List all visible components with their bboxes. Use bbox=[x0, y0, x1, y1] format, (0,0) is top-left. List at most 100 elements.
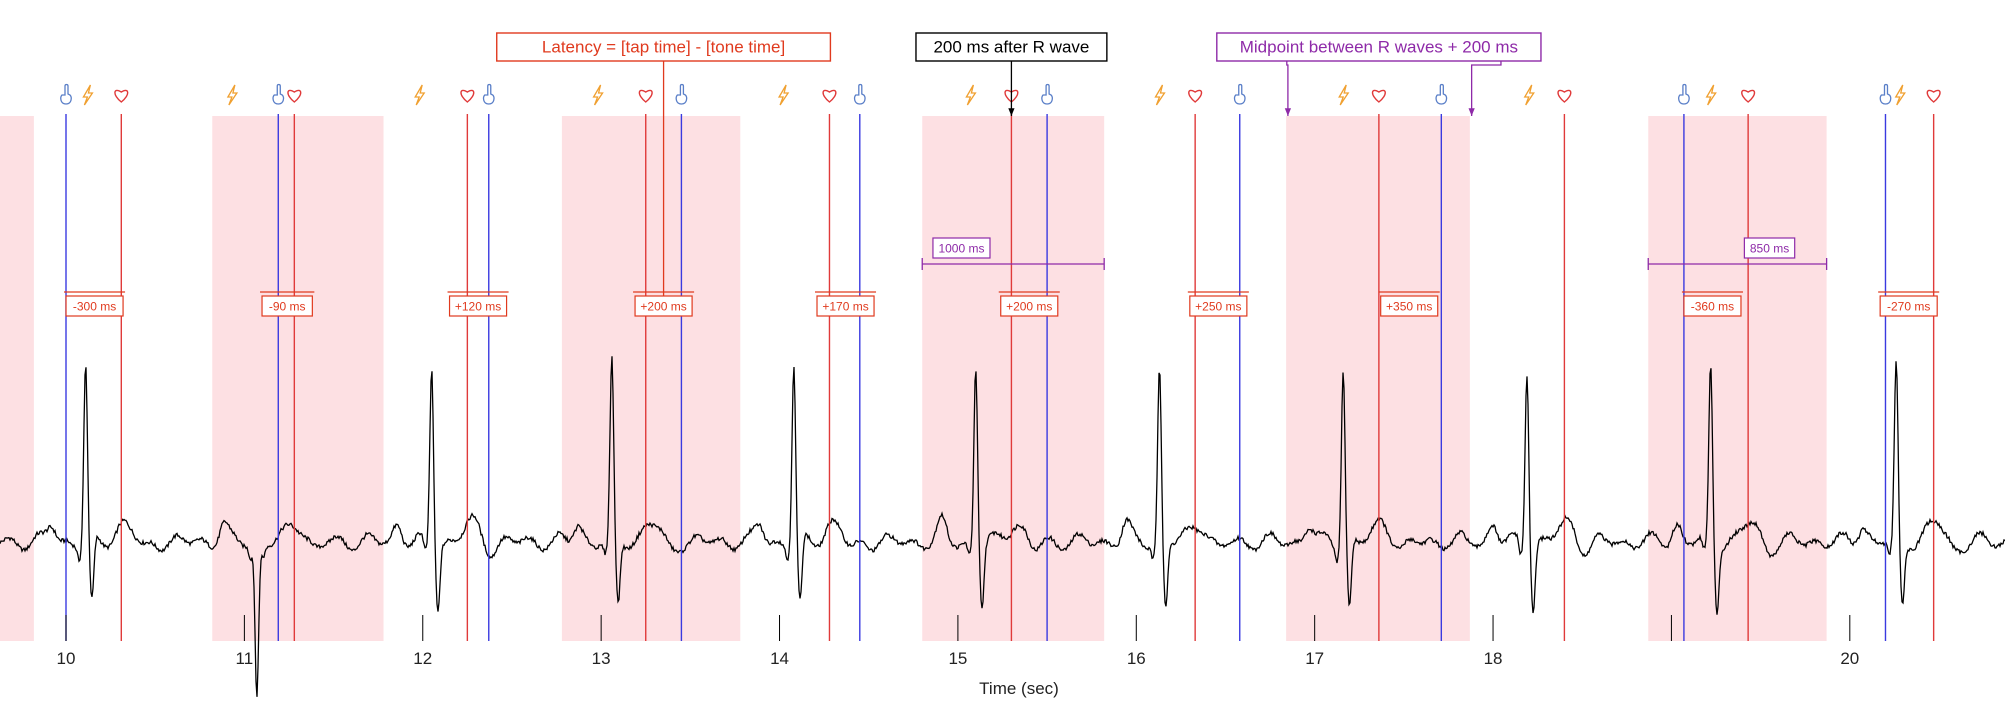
tone-bolt-icon bbox=[965, 84, 977, 106]
latency-marker: +170 ms bbox=[815, 291, 877, 317]
heart-icon bbox=[460, 89, 475, 103]
event-icons bbox=[60, 83, 1941, 106]
latency-box bbox=[65, 295, 124, 317]
tone-bolt-icon bbox=[1523, 84, 1535, 106]
shaded-window bbox=[0, 116, 34, 641]
heart-icon bbox=[1371, 89, 1386, 103]
tone-bolt-icon bbox=[226, 84, 239, 106]
x-tick-label: 20 bbox=[1840, 649, 1859, 668]
tone-bolt-icon bbox=[82, 84, 94, 106]
latency-marker: -300 ms bbox=[64, 291, 126, 317]
latency-marker: -360 ms bbox=[1681, 291, 1743, 317]
latency-box bbox=[1683, 295, 1742, 317]
tap-finger-icon bbox=[853, 83, 866, 105]
latency-label: +120 ms bbox=[455, 300, 501, 314]
tap-finger-icon bbox=[1041, 83, 1053, 105]
shaded-window bbox=[212, 116, 384, 641]
interval-label: 850 ms bbox=[1750, 242, 1789, 256]
annotation-arrow bbox=[1468, 61, 1502, 116]
x-tick-label: 18 bbox=[1484, 649, 1503, 668]
latency-label: +170 ms bbox=[822, 300, 868, 314]
interval-bracket: 1000 ms bbox=[921, 237, 1105, 270]
annotation-box bbox=[496, 32, 832, 62]
latency-box bbox=[1000, 295, 1059, 317]
latency-label: +200 ms bbox=[1006, 300, 1052, 314]
annotation-arrow bbox=[1284, 61, 1292, 116]
interval-box bbox=[932, 237, 991, 259]
tone-bolt-icon bbox=[1705, 84, 1717, 106]
interval-brackets: 1000 ms 850 ms bbox=[921, 237, 1828, 270]
annotation-text: Latency = [tap time] - [tone time] bbox=[542, 38, 785, 57]
annotation-midpoint: Midpoint between R waves + 200 ms bbox=[1216, 32, 1542, 116]
ecg-trace bbox=[0, 356, 2005, 697]
heart-icon bbox=[638, 89, 653, 103]
tap-finger-icon bbox=[675, 83, 688, 105]
latency-label: -90 ms bbox=[269, 300, 306, 314]
heart-icon bbox=[1741, 89, 1756, 103]
shaded-window bbox=[1648, 116, 1827, 641]
latency-marker: +200 ms bbox=[633, 291, 695, 317]
latency-marker: -90 ms bbox=[260, 291, 315, 317]
shaded-window bbox=[561, 116, 741, 641]
tap-finger-icon bbox=[1435, 83, 1448, 105]
annotation-rwave: 200 ms after R wave bbox=[915, 32, 1108, 116]
tap-finger-icon bbox=[272, 83, 285, 105]
tap-finger-icon bbox=[60, 83, 72, 105]
x-tick-label: 10 bbox=[57, 649, 76, 668]
heart-icon bbox=[1188, 89, 1203, 103]
latency-label: +250 ms bbox=[1195, 300, 1241, 314]
annotation-box bbox=[1216, 32, 1542, 62]
heart-icon bbox=[114, 89, 129, 103]
tap-finger-icon bbox=[1678, 83, 1690, 105]
latency-marker: -270 ms bbox=[1878, 291, 1940, 317]
latency-box bbox=[1879, 295, 1938, 317]
event-lines bbox=[65, 114, 1935, 641]
x-tick-label: 17 bbox=[1305, 649, 1324, 668]
heart-icon bbox=[1557, 89, 1572, 103]
latency-marker: +350 ms bbox=[1378, 291, 1440, 317]
tap-finger-icon bbox=[1879, 83, 1892, 105]
latency-box bbox=[448, 295, 508, 317]
latency-box bbox=[816, 295, 875, 317]
annotation-text: Midpoint between R waves + 200 ms bbox=[1240, 38, 1518, 57]
annotation-latency: Latency = [tap time] - [tone time] bbox=[496, 32, 832, 296]
latency-labels: -300 ms -90 ms +120 ms +200 ms +170 ms +200 m… bbox=[64, 291, 1940, 317]
annotation-text: 200 ms after R wave bbox=[933, 38, 1089, 57]
x-axis-label: Time (sec) bbox=[979, 679, 1059, 698]
x-tick-label: 15 bbox=[948, 649, 967, 668]
latency-label: -270 ms bbox=[1887, 300, 1930, 314]
tone-bolt-icon bbox=[1338, 84, 1350, 106]
x-tick-label: 12 bbox=[413, 649, 432, 668]
annotation-box bbox=[915, 32, 1108, 62]
x-tick-label: 16 bbox=[1127, 649, 1146, 668]
heart-icon bbox=[287, 89, 302, 103]
latency-label: +200 ms bbox=[640, 300, 686, 314]
interval-box bbox=[1743, 237, 1796, 259]
tap-finger-icon bbox=[1233, 83, 1246, 105]
tap-finger-icon bbox=[482, 83, 495, 105]
x-tick-label: 11 bbox=[236, 649, 254, 668]
latency-label: -360 ms bbox=[1691, 300, 1734, 314]
tone-bolt-icon bbox=[592, 84, 604, 106]
heart-icon bbox=[1926, 89, 1941, 103]
latency-marker: +120 ms bbox=[447, 291, 509, 317]
tone-bolt-icon bbox=[414, 84, 426, 106]
tone-bolt-icon bbox=[777, 84, 790, 106]
interval-label: 1000 ms bbox=[938, 242, 984, 256]
latency-box bbox=[261, 295, 313, 317]
shaded-window bbox=[1286, 116, 1470, 641]
heart-icon bbox=[822, 89, 837, 103]
shaded-windows bbox=[0, 116, 1827, 641]
latency-marker: +200 ms bbox=[998, 291, 1060, 317]
interval-bracket: 850 ms bbox=[1647, 237, 1828, 270]
x-tick-label: 14 bbox=[770, 649, 789, 668]
x-tick-label: 13 bbox=[592, 649, 611, 668]
latency-label: -300 ms bbox=[73, 300, 116, 314]
x-axis: Time (sec) 10 11 12 13 14 15 16 17 18 20 bbox=[57, 615, 1859, 698]
tone-bolt-icon bbox=[1894, 84, 1906, 106]
latency-marker: +250 ms bbox=[1187, 291, 1249, 317]
latency-box bbox=[1380, 295, 1439, 317]
tone-bolt-icon bbox=[1154, 84, 1166, 106]
shaded-window bbox=[922, 116, 1105, 641]
